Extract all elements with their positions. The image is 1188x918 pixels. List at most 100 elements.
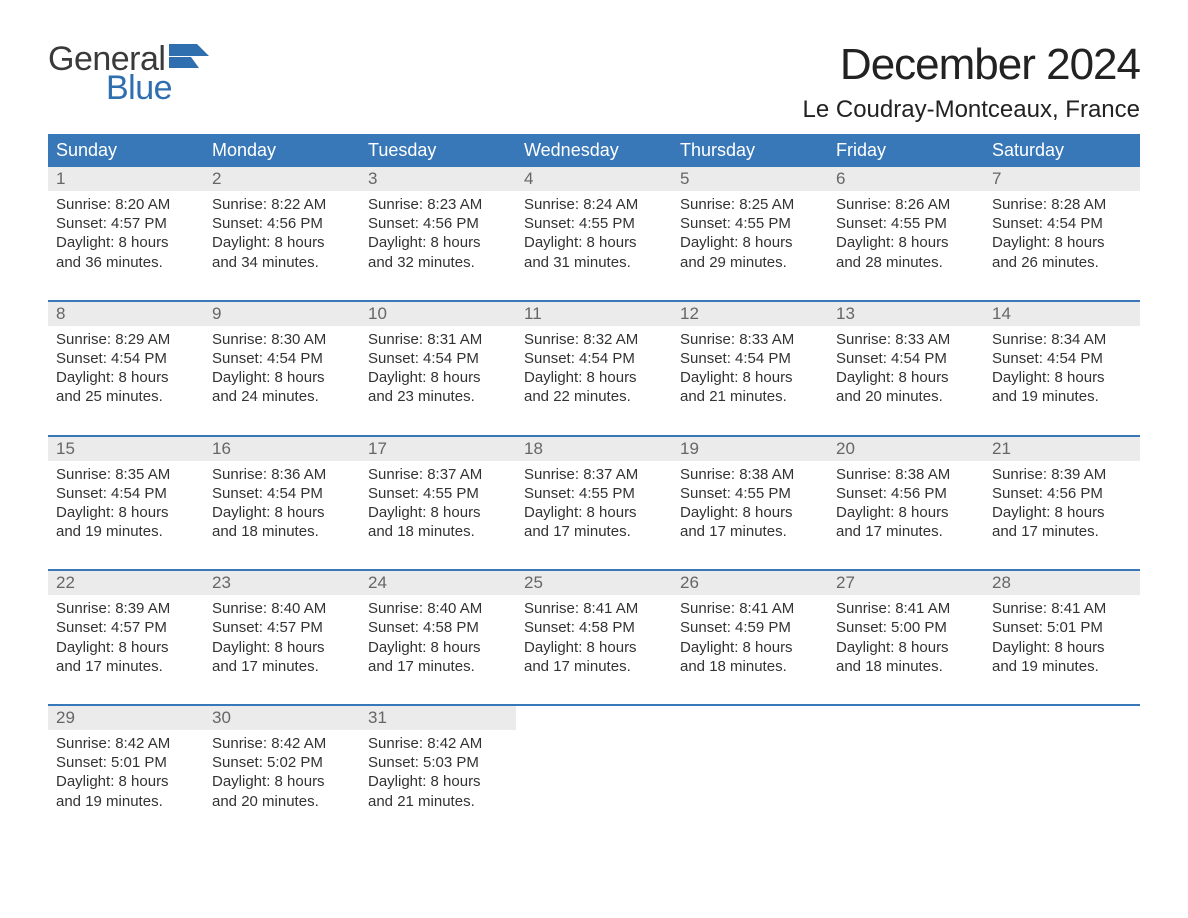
day-number: 14	[984, 302, 1140, 326]
daylight-text-2: and 24 minutes.	[212, 387, 352, 406]
day-number	[516, 706, 672, 730]
title-location: Le Coudray-Montceaux, France	[803, 96, 1141, 124]
daylight-text-1: Daylight: 8 hours	[992, 638, 1132, 657]
daylight-text-1: Daylight: 8 hours	[992, 233, 1132, 252]
daylight-text-1: Daylight: 8 hours	[836, 638, 976, 657]
day-cell: Sunrise: 8:39 AMSunset: 4:57 PMDaylight:…	[48, 595, 204, 705]
sunrise-text: Sunrise: 8:40 AM	[368, 599, 508, 618]
sunset-text: Sunset: 5:00 PM	[836, 618, 976, 637]
sunrise-text: Sunrise: 8:36 AM	[212, 465, 352, 484]
day-number: 16	[204, 437, 360, 461]
daylight-text-2: and 29 minutes.	[680, 253, 820, 272]
sunrise-text: Sunrise: 8:32 AM	[524, 330, 664, 349]
daylight-text-1: Daylight: 8 hours	[368, 772, 508, 791]
day-number: 20	[828, 437, 984, 461]
sunrise-text: Sunrise: 8:37 AM	[368, 465, 508, 484]
sunset-text: Sunset: 4:56 PM	[368, 214, 508, 233]
day-number: 10	[360, 302, 516, 326]
sunset-text: Sunset: 5:02 PM	[212, 753, 352, 772]
day-content-row: Sunrise: 8:42 AMSunset: 5:01 PMDaylight:…	[48, 730, 1140, 821]
sunrise-text: Sunrise: 8:23 AM	[368, 195, 508, 214]
daylight-text-1: Daylight: 8 hours	[56, 368, 196, 387]
day-content-row: Sunrise: 8:20 AMSunset: 4:57 PMDaylight:…	[48, 191, 1140, 301]
day-header: Thursday	[672, 134, 828, 167]
day-cell: Sunrise: 8:41 AMSunset: 4:58 PMDaylight:…	[516, 595, 672, 705]
daylight-text-1: Daylight: 8 hours	[56, 772, 196, 791]
daylight-text-2: and 25 minutes.	[56, 387, 196, 406]
daylight-text-2: and 32 minutes.	[368, 253, 508, 272]
day-cell: Sunrise: 8:30 AMSunset: 4:54 PMDaylight:…	[204, 326, 360, 436]
daylight-text-1: Daylight: 8 hours	[836, 233, 976, 252]
day-number: 13	[828, 302, 984, 326]
daylight-text-2: and 21 minutes.	[368, 792, 508, 811]
daylight-text-1: Daylight: 8 hours	[368, 503, 508, 522]
sunset-text: Sunset: 4:55 PM	[524, 214, 664, 233]
day-cell: Sunrise: 8:35 AMSunset: 4:54 PMDaylight:…	[48, 461, 204, 571]
day-number: 1	[48, 167, 204, 191]
day-number: 7	[984, 167, 1140, 191]
daylight-text-1: Daylight: 8 hours	[680, 233, 820, 252]
brand-logo: General Blue	[48, 40, 209, 108]
daylight-text-2: and 19 minutes.	[992, 387, 1132, 406]
sunset-text: Sunset: 4:57 PM	[212, 618, 352, 637]
day-content-row: Sunrise: 8:29 AMSunset: 4:54 PMDaylight:…	[48, 326, 1140, 436]
sunset-text: Sunset: 4:59 PM	[680, 618, 820, 637]
daylight-text-2: and 20 minutes.	[212, 792, 352, 811]
sunset-text: Sunset: 4:57 PM	[56, 618, 196, 637]
daylight-text-1: Daylight: 8 hours	[680, 368, 820, 387]
day-cell	[672, 730, 828, 821]
daylight-text-1: Daylight: 8 hours	[524, 233, 664, 252]
day-cell: Sunrise: 8:41 AMSunset: 5:00 PMDaylight:…	[828, 595, 984, 705]
sunset-text: Sunset: 4:54 PM	[992, 349, 1132, 368]
day-header: Wednesday	[516, 134, 672, 167]
day-number: 11	[516, 302, 672, 326]
sunrise-text: Sunrise: 8:33 AM	[680, 330, 820, 349]
day-cell: Sunrise: 8:37 AMSunset: 4:55 PMDaylight:…	[516, 461, 672, 571]
day-number: 30	[204, 706, 360, 730]
sunrise-text: Sunrise: 8:42 AM	[56, 734, 196, 753]
day-content-row: Sunrise: 8:35 AMSunset: 4:54 PMDaylight:…	[48, 461, 1140, 571]
daylight-text-1: Daylight: 8 hours	[524, 368, 664, 387]
sunrise-text: Sunrise: 8:39 AM	[992, 465, 1132, 484]
sunrise-text: Sunrise: 8:39 AM	[56, 599, 196, 618]
daylight-text-2: and 17 minutes.	[836, 522, 976, 541]
day-cell: Sunrise: 8:38 AMSunset: 4:56 PMDaylight:…	[828, 461, 984, 571]
day-number: 5	[672, 167, 828, 191]
sunset-text: Sunset: 4:58 PM	[524, 618, 664, 637]
daylight-text-2: and 17 minutes.	[524, 522, 664, 541]
sunrise-text: Sunrise: 8:20 AM	[56, 195, 196, 214]
daylight-text-2: and 21 minutes.	[680, 387, 820, 406]
sunrise-text: Sunrise: 8:29 AM	[56, 330, 196, 349]
daylight-text-2: and 17 minutes.	[212, 657, 352, 676]
daylight-text-1: Daylight: 8 hours	[368, 638, 508, 657]
day-number: 9	[204, 302, 360, 326]
daylight-text-2: and 19 minutes.	[56, 522, 196, 541]
day-number-row: 1234567	[48, 167, 1140, 191]
day-cell: Sunrise: 8:39 AMSunset: 4:56 PMDaylight:…	[984, 461, 1140, 571]
day-number: 19	[672, 437, 828, 461]
sunrise-text: Sunrise: 8:33 AM	[836, 330, 976, 349]
daylight-text-1: Daylight: 8 hours	[212, 368, 352, 387]
title-block: December 2024 Le Coudray-Montceaux, Fran…	[803, 40, 1141, 134]
sunrise-text: Sunrise: 8:24 AM	[524, 195, 664, 214]
day-number	[984, 706, 1140, 730]
day-cell: Sunrise: 8:41 AMSunset: 4:59 PMDaylight:…	[672, 595, 828, 705]
daylight-text-2: and 19 minutes.	[56, 792, 196, 811]
sunrise-text: Sunrise: 8:38 AM	[680, 465, 820, 484]
day-number: 22	[48, 571, 204, 595]
daylight-text-1: Daylight: 8 hours	[524, 503, 664, 522]
day-content-row: Sunrise: 8:39 AMSunset: 4:57 PMDaylight:…	[48, 595, 1140, 705]
day-cell: Sunrise: 8:42 AMSunset: 5:03 PMDaylight:…	[360, 730, 516, 821]
daylight-text-1: Daylight: 8 hours	[836, 368, 976, 387]
day-header-row: Sunday Monday Tuesday Wednesday Thursday…	[48, 134, 1140, 167]
day-header: Tuesday	[360, 134, 516, 167]
day-cell: Sunrise: 8:42 AMSunset: 5:01 PMDaylight:…	[48, 730, 204, 821]
sunrise-text: Sunrise: 8:25 AM	[680, 195, 820, 214]
day-number: 25	[516, 571, 672, 595]
sunrise-text: Sunrise: 8:22 AM	[212, 195, 352, 214]
sunset-text: Sunset: 4:54 PM	[680, 349, 820, 368]
sunset-text: Sunset: 4:55 PM	[368, 484, 508, 503]
daylight-text-2: and 28 minutes.	[836, 253, 976, 272]
sunset-text: Sunset: 4:56 PM	[992, 484, 1132, 503]
sunset-text: Sunset: 4:55 PM	[680, 484, 820, 503]
